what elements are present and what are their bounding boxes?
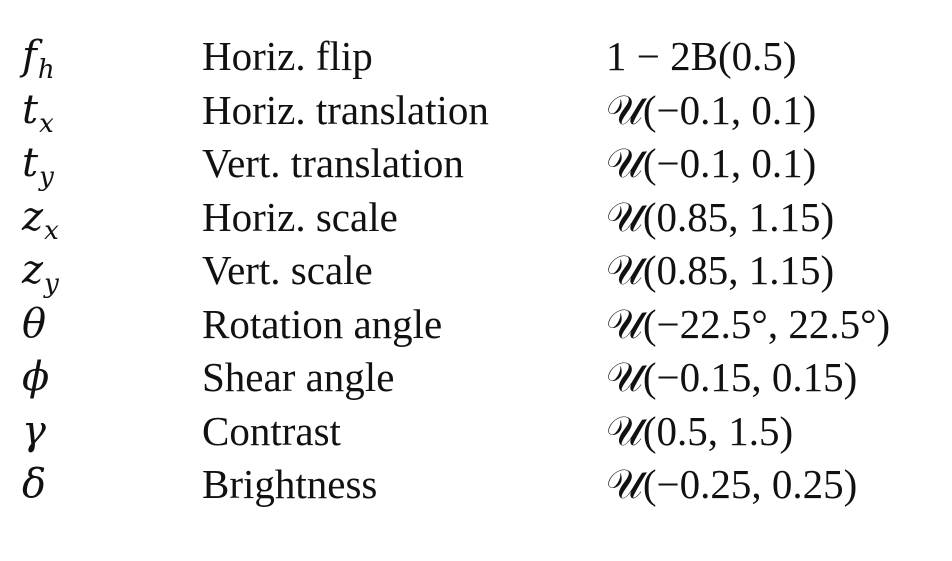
parameter-subscript: x	[39, 108, 54, 139]
table-row: zx Horiz. scale 𝒰(0.85, 1.15)	[0, 191, 952, 246]
table-row: γ Contrast 𝒰(0.5, 1.5)	[0, 405, 952, 459]
table-row: δ Brightness 𝒰(−0.25, 0.25)	[0, 458, 952, 512]
parameter-name: Vert. scale	[202, 247, 373, 293]
parameter-symbol: fh	[22, 33, 55, 85]
parameter-symbol: ty	[22, 140, 54, 192]
table-row: θ Rotation angle 𝒰(−22.5°, 22.5°)	[0, 298, 952, 352]
parameter-name: Horiz. scale	[202, 193, 398, 240]
parameter-symbol: zy	[22, 247, 59, 299]
parameter-symbol: θ	[22, 300, 47, 347]
parameter-name: Vert. translation	[202, 140, 464, 186]
parameter-distribution: 𝒰(−0.15, 0.15)	[606, 354, 858, 400]
table-row: ϕ Shear angle 𝒰(−0.15, 0.15)	[0, 351, 952, 405]
parameter-subscript: y	[44, 269, 59, 299]
parameter-distribution: 𝒰(0.85, 1.15)	[606, 193, 835, 240]
parameter-distribution: 𝒰(0.85, 1.15)	[606, 247, 835, 293]
parameter-distribution: 𝒰(−0.25, 0.25)	[606, 461, 858, 507]
parameter-symbol: ϕ	[22, 354, 50, 400]
table-row: ty Vert. translation 𝒰(−0.1, 0.1)	[0, 137, 952, 192]
parameter-name: Horiz. flip	[202, 33, 373, 79]
parameter-subscript: y	[39, 162, 54, 192]
parameter-name: Horiz. translation	[202, 86, 489, 133]
parameter-name: Brightness	[202, 461, 378, 507]
parameter-distribution: 𝒰(−0.1, 0.1)	[606, 86, 817, 133]
table-row: tx Horiz. translation 𝒰(−0.1, 0.1)	[0, 84, 952, 139]
parameter-symbol: tx	[22, 86, 54, 139]
augmentation-parameter-table: fh Horiz. flip 1 − 2B(0.5) tx Horiz. tra…	[0, 30, 952, 512]
parameter-name: Shear angle	[202, 354, 395, 400]
parameter-symbol: zx	[22, 193, 59, 246]
parameter-distribution: 𝒰(0.5, 1.5)	[606, 407, 794, 454]
parameter-symbol: γ	[22, 407, 46, 454]
parameter-name: Contrast	[202, 407, 341, 454]
parameter-distribution: 𝒰(−22.5°, 22.5°)	[606, 300, 891, 347]
parameter-distribution: 𝒰(−0.1, 0.1)	[606, 140, 817, 186]
parameter-name: Rotation angle	[202, 300, 443, 347]
parameter-symbol: δ	[22, 461, 47, 507]
table-row: fh Horiz. flip 1 − 2B(0.5)	[0, 30, 952, 85]
parameter-distribution: 1 − 2B(0.5)	[606, 33, 797, 79]
parameter-subscript: x	[44, 215, 59, 246]
table-row: zy Vert. scale 𝒰(0.85, 1.15)	[0, 244, 952, 299]
parameter-subscript: h	[37, 55, 55, 85]
